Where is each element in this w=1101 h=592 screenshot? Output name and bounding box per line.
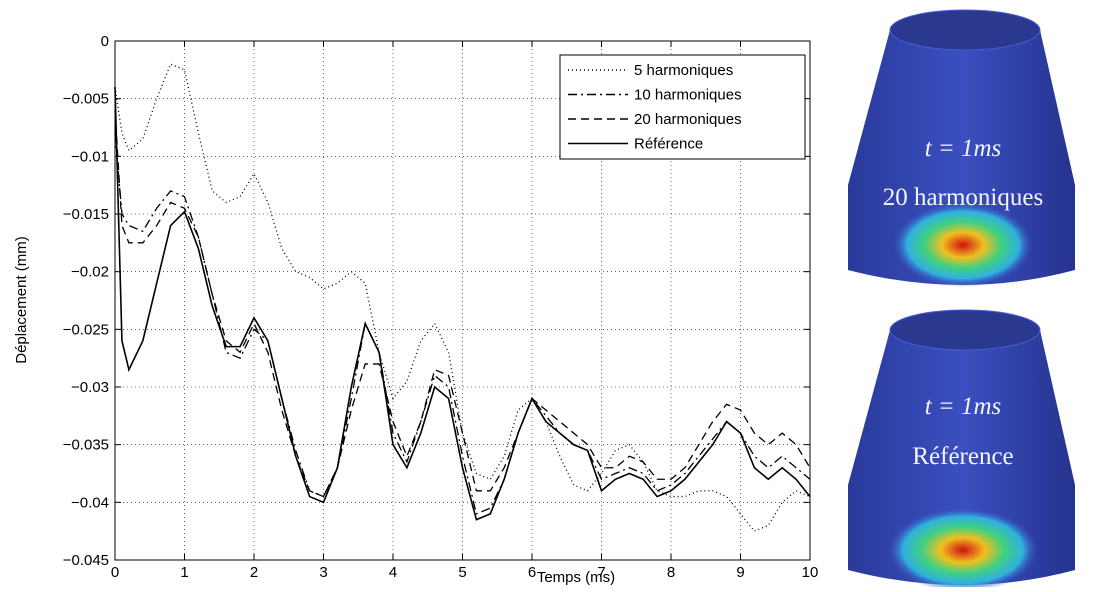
- hot-spot: [888, 508, 1038, 592]
- hot-spot: [893, 203, 1033, 287]
- x-axis-label: Temps (ms): [537, 569, 615, 586]
- x-tick-label: 7: [597, 564, 605, 581]
- legend-label: Référence: [634, 136, 703, 153]
- y-tick-label: 0: [101, 33, 109, 50]
- plot-frame: [114, 40, 811, 561]
- legend-label: 20 harmoniques: [634, 111, 742, 128]
- legend-label: 10 harmoniques: [634, 87, 742, 104]
- inset-top: t = 1ms 20 harmoniques: [848, 9, 1075, 287]
- y-tick-label: −0.015: [63, 206, 109, 223]
- y-tick-label: −0.03: [71, 379, 109, 396]
- y-tick-label: −0.01: [71, 148, 109, 165]
- x-tick-label: 4: [389, 564, 397, 581]
- shell: [848, 330, 1075, 585]
- y-axis-label: Déplacement (mm): [13, 236, 30, 364]
- x-tick-label: 5: [458, 564, 466, 581]
- x-tick-label: 9: [736, 564, 744, 581]
- y-tick-label: −0.02: [71, 264, 109, 281]
- time-label: t = 1ms: [925, 135, 1002, 162]
- x-tick-label: 1: [180, 564, 188, 581]
- legend-box: [559, 54, 806, 160]
- series-line: [114, 110, 811, 498]
- caption: 20 harmoniques: [883, 184, 1043, 211]
- y-tick-label: −0.005: [63, 91, 109, 108]
- x-tick-label: 10: [802, 564, 819, 581]
- series-line: [114, 87, 811, 521]
- shell-top: [889, 9, 1041, 51]
- legend-label: 5 harmoniques: [634, 62, 733, 79]
- inset-bottom: t = 1ms Référence: [848, 309, 1075, 592]
- x-tick-label: 8: [667, 564, 675, 581]
- caption: Référence: [912, 443, 1013, 470]
- series-line: [114, 133, 811, 515]
- y-tick-label: −0.045: [63, 552, 109, 569]
- x-tick-label: 2: [250, 564, 258, 581]
- y-tick-label: −0.025: [63, 321, 109, 338]
- time-label: t = 1ms: [925, 393, 1002, 420]
- x-tick-label: 3: [319, 564, 327, 581]
- y-tick-label: −0.035: [63, 437, 109, 454]
- y-tick-label: −0.04: [71, 494, 109, 511]
- shell-top: [889, 309, 1041, 351]
- x-tick-label: 6: [528, 564, 536, 581]
- x-tick-label: 0: [111, 564, 119, 581]
- series-line: [114, 63, 811, 532]
